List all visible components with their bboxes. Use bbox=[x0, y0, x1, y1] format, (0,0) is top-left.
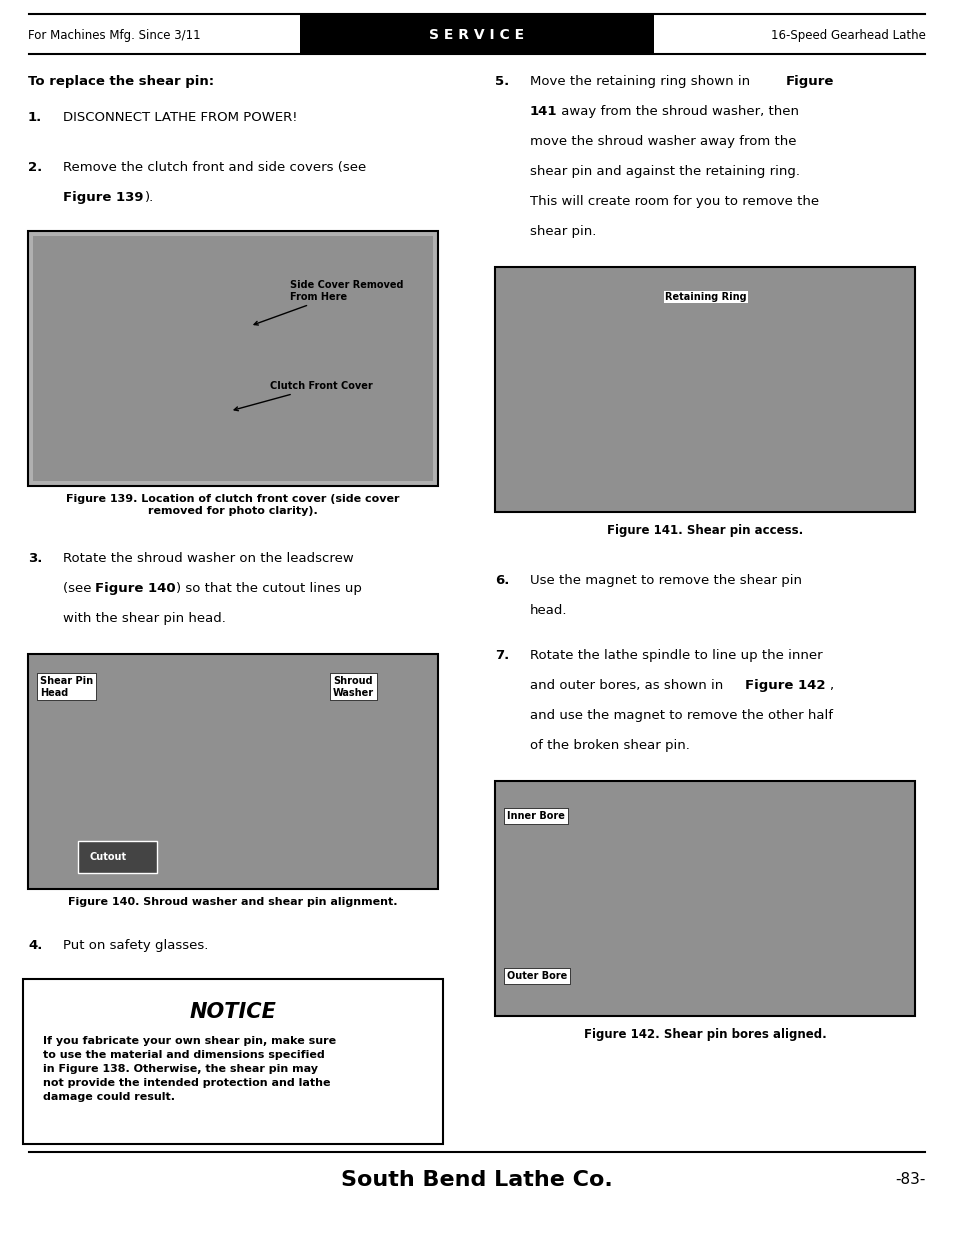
Text: Rotate the shroud washer on the leadscrew: Rotate the shroud washer on the leadscre… bbox=[63, 552, 354, 564]
FancyBboxPatch shape bbox=[78, 841, 157, 873]
Text: Inner Bore: Inner Bore bbox=[506, 811, 564, 821]
FancyBboxPatch shape bbox=[495, 781, 914, 1016]
Text: Figure 142. Shear pin bores aligned.: Figure 142. Shear pin bores aligned. bbox=[583, 1028, 825, 1041]
Text: move the shroud washer away from the: move the shroud washer away from the bbox=[530, 135, 796, 148]
Text: 16-Speed Gearhead Lathe: 16-Speed Gearhead Lathe bbox=[770, 28, 925, 42]
Text: If you fabricate your own shear pin, make sure
to use the material and dimension: If you fabricate your own shear pin, mak… bbox=[43, 1036, 335, 1102]
Text: 5.: 5. bbox=[495, 75, 509, 88]
Text: Shroud
Washer: Shroud Washer bbox=[333, 676, 374, 698]
Text: 7.: 7. bbox=[495, 650, 509, 662]
Text: Move the retaining ring shown in: Move the retaining ring shown in bbox=[530, 75, 754, 88]
Text: Rotate the lathe spindle to line up the inner: Rotate the lathe spindle to line up the … bbox=[530, 650, 821, 662]
Text: DISCONNECT LATHE FROM POWER!: DISCONNECT LATHE FROM POWER! bbox=[63, 111, 297, 124]
FancyBboxPatch shape bbox=[28, 655, 437, 889]
Text: Side Cover Removed
From Here: Side Cover Removed From Here bbox=[253, 280, 403, 325]
Text: 4.: 4. bbox=[28, 939, 42, 952]
Text: Outer Bore: Outer Bore bbox=[506, 971, 567, 981]
Text: This will create room for you to remove the: This will create room for you to remove … bbox=[530, 195, 819, 207]
Text: and outer bores, as shown in: and outer bores, as shown in bbox=[530, 679, 727, 692]
Text: Put on safety glasses.: Put on safety glasses. bbox=[63, 939, 208, 952]
Text: 6.: 6. bbox=[495, 574, 509, 587]
Text: Figure 140. Shroud washer and shear pin alignment.: Figure 140. Shroud washer and shear pin … bbox=[69, 897, 397, 906]
Text: Figure 139: Figure 139 bbox=[63, 191, 143, 204]
Text: shear pin.: shear pin. bbox=[530, 225, 596, 238]
Text: Figure: Figure bbox=[785, 75, 834, 88]
FancyBboxPatch shape bbox=[495, 267, 914, 513]
Text: 3.: 3. bbox=[28, 552, 42, 564]
Text: head.: head. bbox=[530, 604, 567, 618]
FancyBboxPatch shape bbox=[299, 14, 654, 54]
Text: South Bend Lathe Co.: South Bend Lathe Co. bbox=[341, 1170, 612, 1191]
Text: 1.: 1. bbox=[28, 111, 42, 124]
Text: Figure 140: Figure 140 bbox=[94, 582, 175, 595]
Text: Remove the clutch front and side covers (see: Remove the clutch front and side covers … bbox=[63, 161, 366, 174]
Text: -83-: -83- bbox=[895, 1172, 925, 1188]
Text: For Machines Mfg. Since 3/11: For Machines Mfg. Since 3/11 bbox=[28, 28, 200, 42]
Text: Shear Pin
Head: Shear Pin Head bbox=[40, 676, 93, 698]
Text: of the broken shear pin.: of the broken shear pin. bbox=[530, 739, 689, 752]
Text: To replace the shear pin:: To replace the shear pin: bbox=[28, 75, 213, 88]
Text: ).: ). bbox=[145, 191, 154, 204]
Text: Retaining Ring: Retaining Ring bbox=[664, 291, 746, 303]
Text: Figure 141. Shear pin access.: Figure 141. Shear pin access. bbox=[606, 524, 802, 537]
Text: Figure 139. Location of clutch front cover (side cover
removed for photo clarity: Figure 139. Location of clutch front cov… bbox=[66, 494, 399, 515]
FancyBboxPatch shape bbox=[23, 979, 442, 1144]
Text: (see: (see bbox=[63, 582, 95, 595]
Text: with the shear pin head.: with the shear pin head. bbox=[63, 613, 226, 625]
Text: ) so that the cutout lines up: ) so that the cutout lines up bbox=[176, 582, 362, 595]
Text: shear pin and against the retaining ring.: shear pin and against the retaining ring… bbox=[530, 165, 800, 178]
Text: NOTICE: NOTICE bbox=[190, 1002, 276, 1023]
Text: 2.: 2. bbox=[28, 161, 42, 174]
Text: Clutch Front Cover: Clutch Front Cover bbox=[233, 382, 373, 411]
Text: 141: 141 bbox=[530, 105, 557, 119]
Text: and use the magnet to remove the other half: and use the magnet to remove the other h… bbox=[530, 709, 832, 722]
Text: Cutout: Cutout bbox=[90, 851, 127, 862]
Text: Figure 142: Figure 142 bbox=[744, 679, 824, 692]
FancyBboxPatch shape bbox=[33, 236, 433, 480]
FancyBboxPatch shape bbox=[28, 231, 437, 487]
Text: S E R V I C E: S E R V I C E bbox=[429, 28, 524, 42]
Text: Use the magnet to remove the shear pin: Use the magnet to remove the shear pin bbox=[530, 574, 801, 587]
Text: away from the shroud washer, then: away from the shroud washer, then bbox=[557, 105, 799, 119]
Text: ,: , bbox=[828, 679, 832, 692]
